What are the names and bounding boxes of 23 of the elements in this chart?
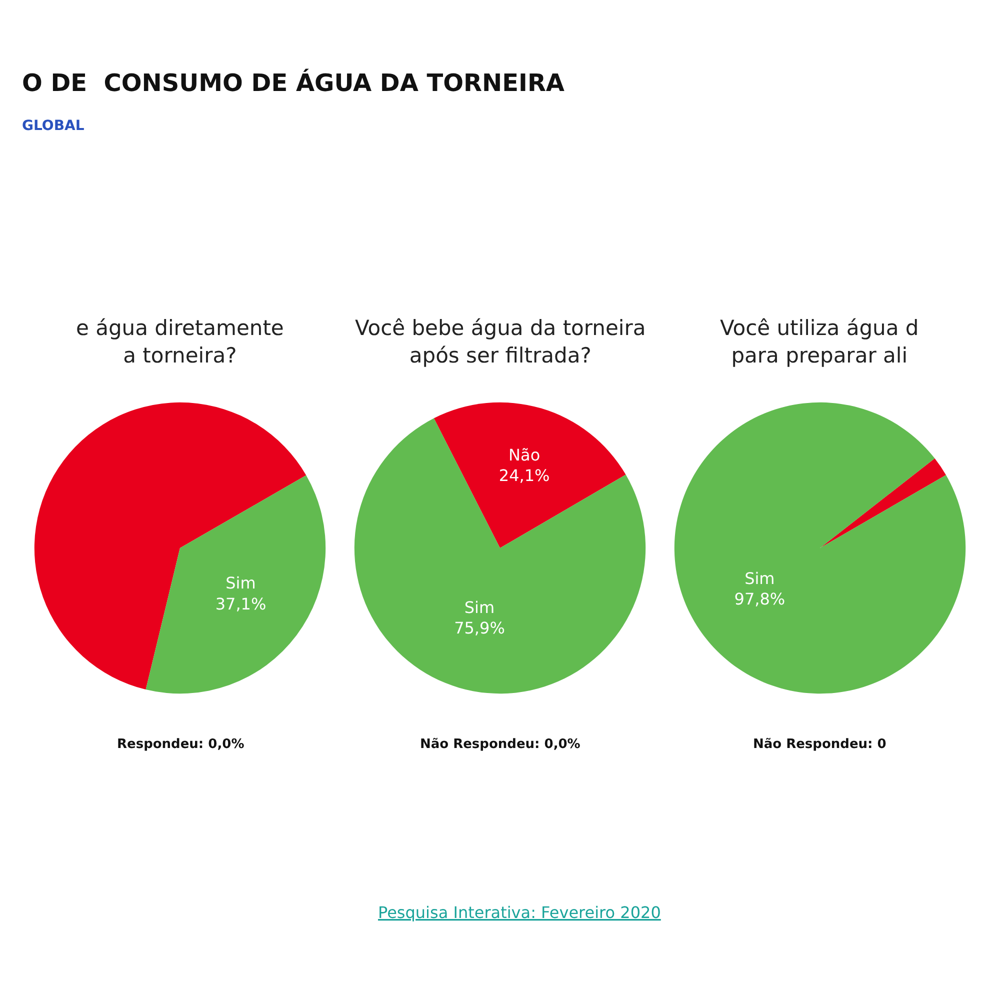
text: Não Respondeu: 0 — [753, 737, 886, 752]
chart-title: Você utiliza água d para preparar ali — [720, 316, 919, 368]
chart-title: e água diretamente a torneira? — [76, 316, 284, 368]
slice-label: Sim — [464, 598, 495, 617]
pie-slice — [820, 458, 946, 548]
text: Não Respondeu: 0,0% — [420, 737, 580, 752]
text: Pesquisa Interativa: Fevereiro 2020 — [378, 903, 661, 922]
chart-title: Você bebe água da torneira após ser filtrada? — [355, 316, 646, 368]
pie-slice — [34, 402, 306, 690]
text: GLOBAL — [22, 118, 84, 134]
pie-slice — [434, 402, 626, 548]
data-label: 75,9% — [454, 618, 505, 638]
pie-slice — [354, 418, 646, 694]
data-label: 97,8% — [734, 590, 786, 609]
pie-slice — [674, 402, 966, 694]
slice-label: Não — [508, 445, 540, 464]
slice-label: Sim — [744, 568, 775, 588]
slice-label: Sim — [226, 574, 256, 593]
text: Respondeu: 0,0% — [117, 737, 244, 752]
text: O DE CONSUMO DE ÁGUA DA TORNEIRA — [22, 68, 565, 97]
data-label: 24,1% — [498, 466, 550, 486]
data-label: 37,1% — [215, 594, 266, 614]
pie-slice — [146, 475, 326, 694]
